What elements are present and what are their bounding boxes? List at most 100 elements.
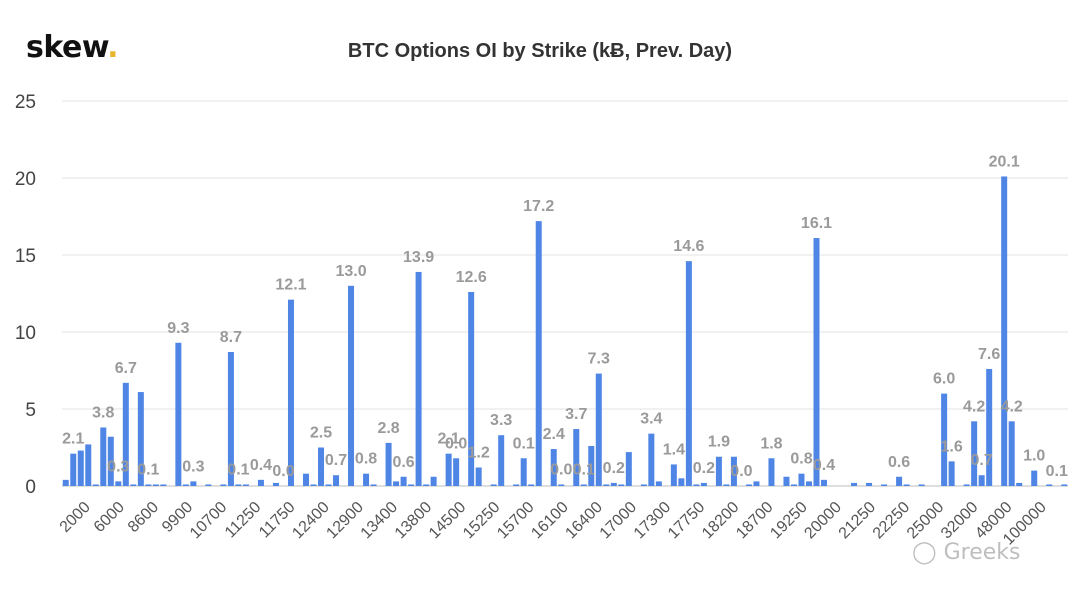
bar	[1046, 484, 1053, 486]
bar	[430, 476, 437, 486]
bar	[896, 476, 903, 486]
bar	[408, 484, 415, 486]
bar	[287, 299, 294, 486]
bar	[318, 447, 325, 486]
bar	[415, 271, 422, 486]
watermark: ◯ Greeks	[912, 540, 1021, 565]
data-label: 13.0	[335, 263, 366, 280]
x-tick-label: 15700	[494, 499, 538, 543]
data-label: 20.1	[989, 153, 1020, 170]
y-tick-label: 5	[25, 400, 36, 421]
bar	[310, 484, 317, 486]
bar	[655, 481, 662, 486]
bars	[62, 176, 1068, 486]
bar	[700, 482, 707, 486]
x-tick-label: 11250	[222, 499, 265, 542]
data-label: 4.2	[963, 398, 985, 415]
bar	[363, 473, 370, 486]
bar	[753, 481, 760, 486]
bar	[100, 427, 107, 486]
bar	[851, 482, 858, 486]
data-label: 0.1	[573, 461, 595, 478]
x-tick-label: 16400	[562, 499, 606, 543]
bar	[1008, 421, 1015, 486]
bar	[573, 429, 580, 486]
data-label: 17.2	[523, 198, 554, 215]
data-label: 0.1	[137, 461, 159, 478]
bar	[1031, 470, 1038, 486]
data-label: 0.1	[227, 461, 249, 478]
bar	[190, 481, 197, 486]
bar	[107, 436, 114, 486]
data-label: 0.7	[971, 452, 993, 469]
x-tick-label: 14500	[426, 499, 470, 543]
data-label: 0.4	[250, 457, 272, 474]
x-tick-label: 2000	[57, 499, 94, 536]
bar	[588, 445, 595, 486]
bar	[160, 484, 167, 486]
data-label: 0.0	[272, 463, 294, 480]
x-tick-label: 18700	[733, 499, 777, 543]
data-label: 0.0	[730, 463, 752, 480]
x-tick-label: 12900	[323, 499, 367, 543]
bar	[152, 484, 159, 486]
data-label: 13.9	[403, 249, 434, 266]
bar	[986, 368, 993, 486]
bar	[580, 484, 587, 486]
bar	[603, 484, 610, 486]
chart-title: BTC Options OI by Strike (kɃ, Prev. Day)	[347, 40, 733, 62]
bar	[400, 476, 407, 486]
bar	[145, 484, 152, 486]
bar	[122, 382, 129, 486]
bar	[242, 484, 249, 486]
bar	[423, 484, 430, 486]
data-label: 6.7	[115, 360, 137, 377]
bar	[257, 479, 264, 486]
data-label: 0.1	[513, 435, 535, 452]
bar	[490, 484, 497, 486]
watermark-text: Greeks	[943, 540, 1021, 565]
bar	[92, 484, 99, 486]
x-tick-label: 11750	[256, 499, 299, 542]
data-label: 1.8	[760, 435, 782, 452]
data-label: 0.6	[392, 454, 414, 471]
bar	[963, 484, 970, 486]
bar	[70, 453, 77, 486]
bar	[948, 461, 955, 486]
x-tick-label: 32000	[938, 499, 982, 543]
bar	[272, 482, 279, 486]
data-label: 0.6	[888, 454, 910, 471]
bar	[685, 261, 692, 486]
bar	[640, 484, 647, 486]
data-labels: 2.13.80.36.70.19.30.38.70.1 0.4 0.012.12.5…	[62, 153, 1068, 480]
y-axis: 0 5 10 15 20 25	[15, 92, 36, 498]
bar	[205, 484, 212, 486]
bar	[498, 435, 505, 486]
bar	[393, 481, 400, 486]
bar	[790, 484, 797, 486]
bar	[182, 484, 189, 486]
bar	[715, 456, 722, 486]
bar	[730, 456, 737, 486]
bar	[130, 484, 137, 486]
bar	[520, 458, 527, 486]
data-label: 1.6	[941, 438, 963, 455]
bar	[475, 467, 482, 486]
x-tick-label: 10700	[187, 499, 231, 543]
x-tick-label: 15250	[460, 499, 504, 543]
x-tick-label: 18200	[699, 499, 743, 543]
data-label: 1.2	[468, 445, 490, 462]
brand-logo: skew.	[26, 30, 119, 65]
data-label: 2.1	[438, 431, 460, 448]
bar	[385, 442, 392, 486]
data-label: 16.1	[801, 215, 832, 232]
y-tick-label: 10	[15, 323, 36, 344]
data-label: 1.4	[663, 441, 685, 458]
bar	[821, 479, 828, 486]
data-label: 0.4	[813, 457, 835, 474]
y-tick-label: 25	[15, 92, 36, 113]
bar	[137, 392, 144, 486]
bar	[77, 450, 84, 486]
